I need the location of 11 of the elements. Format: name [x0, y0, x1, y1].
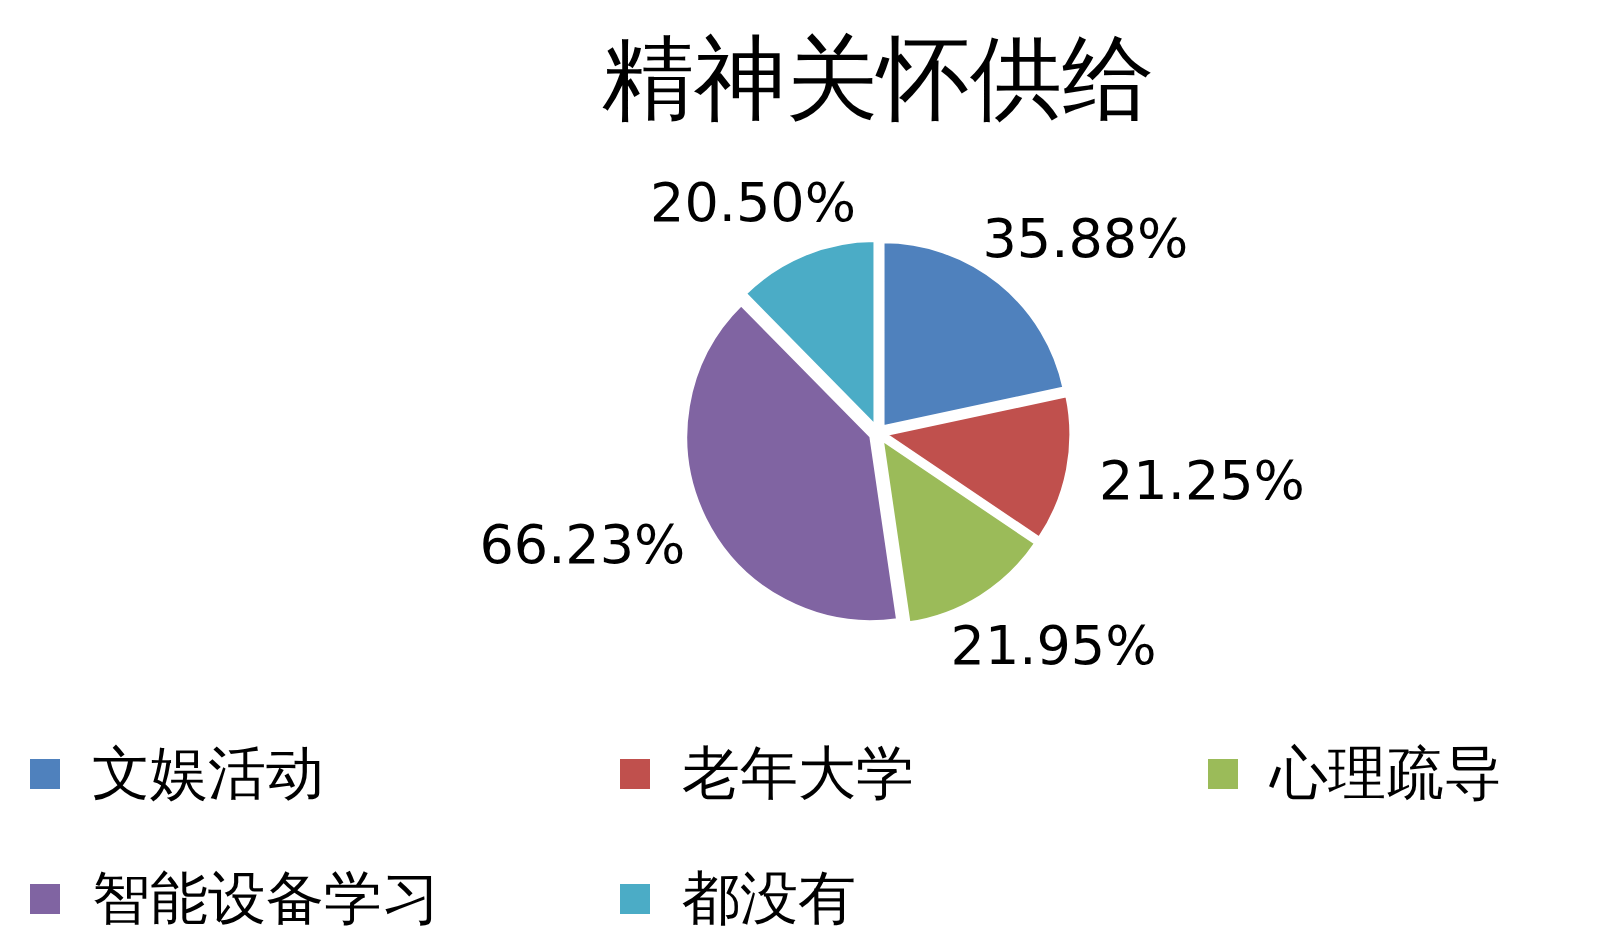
data-label: 66.23% [479, 513, 686, 577]
legend-label: 智能设备学习 [92, 864, 440, 930]
data-label: 35.88% [982, 207, 1189, 271]
chart-title: 精神关怀供给 [602, 25, 1154, 133]
legend-label: 心理疏导 [1269, 739, 1502, 808]
legend-label: 老年大学 [682, 739, 914, 808]
data-label: 20.50% [650, 170, 856, 234]
legend-label: 文娱活动 [92, 739, 324, 808]
legend-label: 都没有 [682, 864, 856, 930]
data-label: 21.25% [1099, 449, 1305, 513]
data-label: 21.95% [950, 613, 1157, 677]
